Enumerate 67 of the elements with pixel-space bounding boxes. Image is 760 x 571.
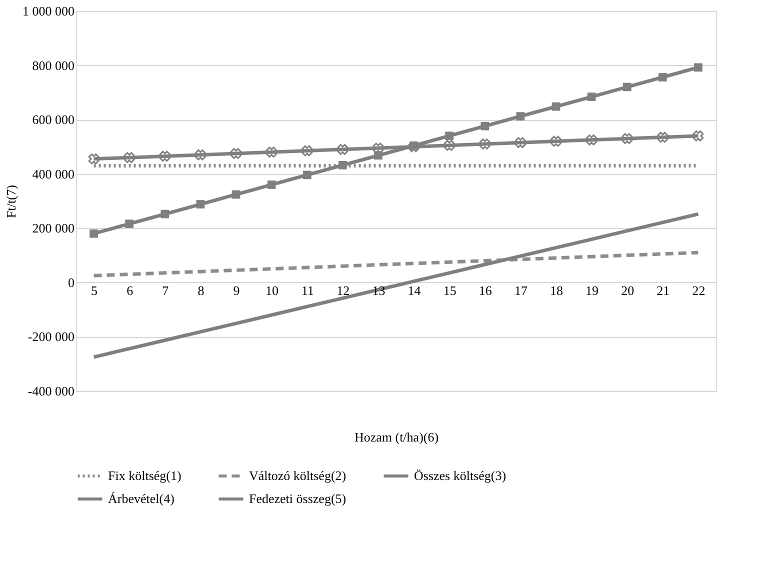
point	[480, 122, 490, 130]
point	[408, 141, 420, 152]
point	[552, 102, 560, 111]
point	[445, 132, 454, 140]
point	[622, 82, 632, 92]
point	[232, 190, 240, 199]
point	[266, 146, 277, 158]
point	[159, 150, 170, 162]
point	[302, 170, 312, 180]
x-tick-label: 9	[233, 282, 240, 298]
point	[195, 149, 206, 160]
y-tick-label: 1 000 000	[22, 4, 74, 18]
x-tick-label: 18	[550, 282, 563, 298]
point	[657, 132, 668, 143]
x-tick-label: 5	[91, 282, 98, 298]
y-tick-label: -400 000	[28, 384, 74, 398]
point	[88, 153, 100, 164]
x-tick-label: 19	[586, 282, 599, 298]
legend-label: Árbevétel(4)	[108, 491, 174, 506]
x-tick-label: 12	[336, 282, 350, 298]
x-tick-label: 11	[301, 282, 314, 298]
y-axis-title: Ft/t(7)	[4, 184, 18, 218]
point	[302, 145, 313, 156]
point	[90, 229, 98, 238]
line-series	[92, 250, 700, 278]
point	[586, 134, 597, 146]
x-tick-label: 15	[443, 282, 456, 298]
point	[337, 144, 348, 155]
point	[125, 220, 134, 228]
point	[230, 148, 242, 159]
point	[515, 137, 526, 148]
x-tick-label: 14	[408, 282, 422, 298]
point	[479, 138, 490, 150]
y-tick-label: 200 000	[32, 220, 74, 236]
point	[692, 130, 704, 142]
point	[516, 112, 525, 120]
x-tick-label: 7	[162, 282, 170, 298]
y-tick-label: -200 000	[28, 329, 74, 344]
point	[338, 160, 347, 170]
x-tick-label: 20	[621, 282, 634, 298]
point	[124, 152, 135, 164]
x-axis-title: Hozam (t/ha)(6)	[354, 430, 439, 444]
point	[694, 63, 702, 72]
x-tick-label: 6	[126, 282, 134, 298]
point	[444, 140, 455, 151]
point	[622, 133, 633, 144]
point	[160, 210, 170, 218]
legend-label: Fedezeti összeg(5)	[249, 491, 346, 506]
point	[267, 180, 276, 189]
point	[587, 92, 596, 101]
legend-label: Összes költség(3)	[414, 468, 506, 483]
y-tick-label: 400 000	[32, 166, 74, 182]
x-tick-label: 8	[198, 282, 204, 298]
x-tick-label: 13	[372, 282, 386, 298]
x-tick-label: 10	[266, 282, 279, 298]
x-tick-label: 16	[478, 282, 492, 298]
legend-label: Fix költség(1)	[108, 468, 182, 483]
point	[196, 200, 205, 208]
x-tick-label: 22	[692, 282, 706, 298]
point	[658, 73, 667, 82]
y-tick-label: 800 000	[32, 58, 74, 73]
point	[550, 136, 562, 147]
x-tick-label: 21	[656, 282, 670, 298]
x-tick-label: 17	[514, 282, 528, 298]
y-tick-label: 600 000	[32, 112, 74, 128]
y-tick-label: 0	[68, 274, 74, 290]
legend-label: Változó költség(2)	[249, 468, 346, 483]
